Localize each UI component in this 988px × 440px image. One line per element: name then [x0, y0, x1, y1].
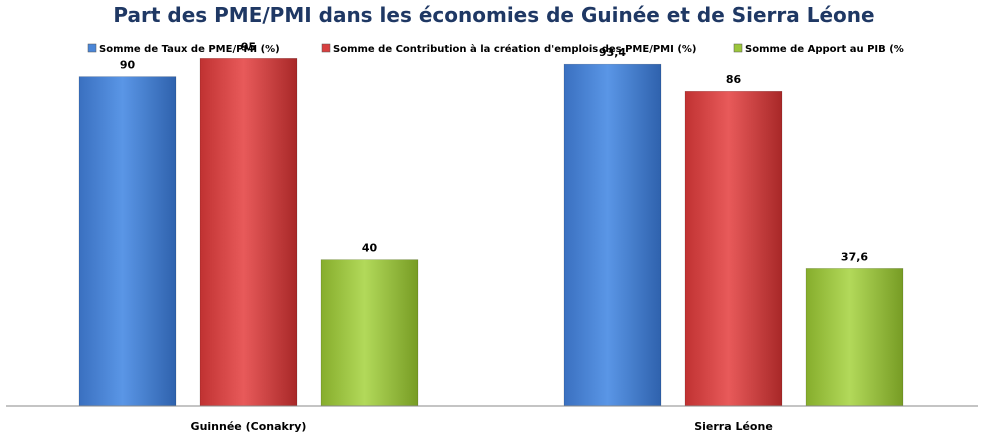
- data-label-0-1: 95: [241, 40, 256, 53]
- legend: Somme de Taux de PME/PMI (%) Somme de Con…: [87, 43, 904, 55]
- bar-1-2: [805, 268, 904, 407]
- data-label-1-2: 37,6: [841, 250, 868, 263]
- legend-swatch-2: [733, 43, 743, 53]
- data-label-1-0: 93,4: [599, 46, 626, 59]
- legend-label-2: Somme de Apport au PIB (%: [745, 44, 904, 55]
- data-label-0-2: 40: [362, 242, 378, 255]
- bar-1-1: [684, 90, 783, 407]
- category-label-0: Guinnée (Conakry): [191, 420, 307, 433]
- data-label-0-0: 90: [120, 59, 136, 72]
- legend-label-0: Somme de Taux de PME/PMI (%): [99, 44, 280, 55]
- legend-label-1: Somme de Contribution à la création d'em…: [333, 43, 697, 55]
- category-label-1: Sierra Léone: [694, 420, 773, 433]
- bar-0-0: [78, 76, 177, 407]
- bar-0-1: [199, 58, 298, 407]
- bar-1-0: [563, 63, 662, 407]
- category-labels: Guinnée (Conakry) Sierra Léone: [191, 420, 773, 433]
- bar-0-2: [320, 259, 419, 407]
- legend-swatch-0: [87, 43, 97, 53]
- data-label-1-1: 86: [726, 73, 742, 86]
- bars-group: 90 95 40 93,4 86 37,6: [78, 40, 904, 407]
- legend-swatch-1: [321, 43, 331, 53]
- chart-title: Part des PME/PMI dans les économies de G…: [113, 3, 874, 27]
